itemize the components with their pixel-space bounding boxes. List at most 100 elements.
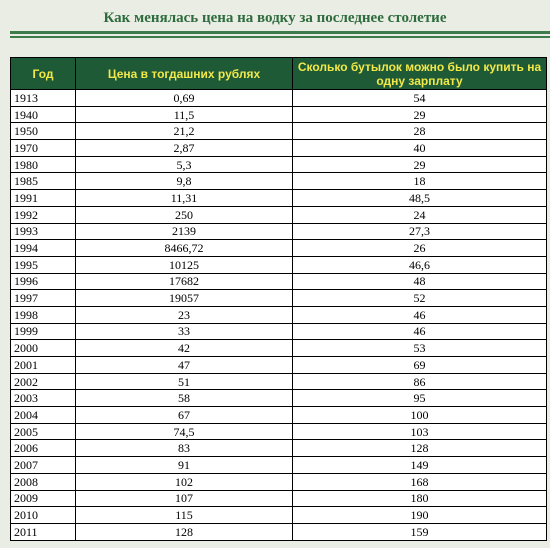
table-cell: 159 xyxy=(292,522,547,541)
table-cell: 2139 xyxy=(75,222,293,241)
table-row: 2008 102 168 xyxy=(10,472,547,491)
table-row: 1994 8466,72 26 xyxy=(10,239,547,257)
table-cell: 0,69 xyxy=(75,89,293,107)
table-cell: 48,5 xyxy=(292,189,547,207)
table-cell: 8466,72 xyxy=(75,239,293,257)
table-cell: 47 xyxy=(75,356,293,374)
table-row: 1998 23 46 xyxy=(10,305,547,324)
table-cell: 46 xyxy=(292,322,547,341)
table-cell: 17682 xyxy=(75,272,293,291)
table-cell: 83 xyxy=(75,439,293,458)
table-cell: 102 xyxy=(75,472,293,491)
table-row: 1993 2139 27,3 xyxy=(10,222,547,241)
column-header: Сколько бутылок можно было купить на одн… xyxy=(292,57,547,90)
table-row: 1995 10125 46,6 xyxy=(10,255,547,274)
table-cell: 115 xyxy=(75,506,293,524)
table-cell: 107 xyxy=(75,489,293,508)
table-cell: 58 xyxy=(75,389,293,408)
table-cell: 2009 xyxy=(10,489,76,508)
table-cell: 9,8 xyxy=(75,172,293,191)
table-cell: 190 xyxy=(292,506,547,524)
table-row: 2009 107 180 xyxy=(10,489,547,508)
table-cell: 2008 xyxy=(10,472,76,491)
table-cell: 27,3 xyxy=(292,222,547,241)
table-cell: 11,31 xyxy=(75,189,293,207)
table-cell: 40 xyxy=(292,139,547,157)
table-cell: 2003 xyxy=(10,389,76,408)
divider xyxy=(10,36,550,38)
table-cell: 5,3 xyxy=(75,155,293,174)
table-row: 2006 83 128 xyxy=(10,439,547,458)
table-cell: 11,5 xyxy=(75,105,293,124)
table-cell: 52 xyxy=(292,289,547,307)
table-cell: 10125 xyxy=(75,255,293,274)
table-cell: 2000 xyxy=(10,339,76,357)
table-cell: 1950 xyxy=(10,122,76,141)
table-cell: 1991 xyxy=(10,189,76,207)
table-cell: 19057 xyxy=(75,289,293,307)
table-cell: 2004 xyxy=(10,406,76,424)
table-row: 2010 115 190 xyxy=(10,506,547,524)
table-cell: 1995 xyxy=(10,255,76,274)
table-row: 2002 51 86 xyxy=(10,372,547,391)
table-cell: 149 xyxy=(292,456,547,474)
table-cell: 2010 xyxy=(10,506,76,524)
table-cell: 1992 xyxy=(10,205,76,224)
table-cell: 2001 xyxy=(10,356,76,374)
table-cell: 103 xyxy=(292,422,547,441)
table-cell: 2005 xyxy=(10,422,76,441)
table-row: 1992 250 24 xyxy=(10,205,547,224)
title: Как менялась цена на водку за последнее … xyxy=(103,10,447,26)
table-row: 1940 11,5 29 xyxy=(10,105,547,124)
table-row: 2000 42 53 xyxy=(10,339,547,357)
table-cell: 33 xyxy=(75,322,293,341)
table-row: 1985 9,8 18 xyxy=(10,172,547,191)
table-cell: 1994 xyxy=(10,239,76,257)
table-cell: 100 xyxy=(292,406,547,424)
table-cell: 1996 xyxy=(10,272,76,291)
column-header: Год xyxy=(10,57,76,90)
table-cell: 1980 xyxy=(10,155,76,174)
table-cell: 2,87 xyxy=(75,139,293,157)
table-cell: 2002 xyxy=(10,372,76,391)
table-cell: 1913 xyxy=(10,89,76,107)
table-cell: 24 xyxy=(292,205,547,224)
table-body: 1913 0,69 54 1940 11,5 29 1950 21,2 28 1970 2,87 40… xyxy=(10,89,547,541)
table-cell: 42 xyxy=(75,339,293,357)
table-row: 1991 11,31 48,5 xyxy=(10,189,547,207)
table-cell: 180 xyxy=(292,489,547,508)
table-cell: 1997 xyxy=(10,289,76,307)
table-cell: 28 xyxy=(292,122,547,141)
table-row: 2011 128 159 xyxy=(10,522,547,541)
table-cell: 53 xyxy=(292,339,547,357)
table-cell: 168 xyxy=(292,472,547,491)
table-cell: 69 xyxy=(292,356,547,374)
divider xyxy=(10,31,550,34)
table-cell: 1993 xyxy=(10,222,76,241)
table-cell: 18 xyxy=(292,172,547,191)
table-cell: 2006 xyxy=(10,439,76,458)
table-cell: 74,5 xyxy=(75,422,293,441)
table-cell: 54 xyxy=(292,89,547,107)
table-cell: 86 xyxy=(292,372,547,391)
table-row: 1996 17682 48 xyxy=(10,272,547,291)
table-cell: 46,6 xyxy=(292,255,547,274)
table-cell: 1998 xyxy=(10,305,76,324)
table-row: 2005 74,5 103 xyxy=(10,422,547,441)
table-cell: 26 xyxy=(292,239,547,257)
table-row: 1980 5,3 29 xyxy=(10,155,547,174)
table-row: 1970 2,87 40 xyxy=(10,139,547,157)
table-cell: 250 xyxy=(75,205,293,224)
table-row: 2003 58 95 xyxy=(10,389,547,408)
table-row: 1913 0,69 54 xyxy=(10,89,547,107)
table-cell: 1940 xyxy=(10,105,76,124)
table-row: 1997 19057 52 xyxy=(10,289,547,307)
table-cell: 91 xyxy=(75,456,293,474)
table-cell: 1970 xyxy=(10,139,76,157)
table-cell: 128 xyxy=(75,522,293,541)
table-row: 2004 67 100 xyxy=(10,406,547,424)
table-row: 1950 21,2 28 xyxy=(10,122,547,141)
table-cell: 1985 xyxy=(10,172,76,191)
table-cell: 29 xyxy=(292,105,547,124)
